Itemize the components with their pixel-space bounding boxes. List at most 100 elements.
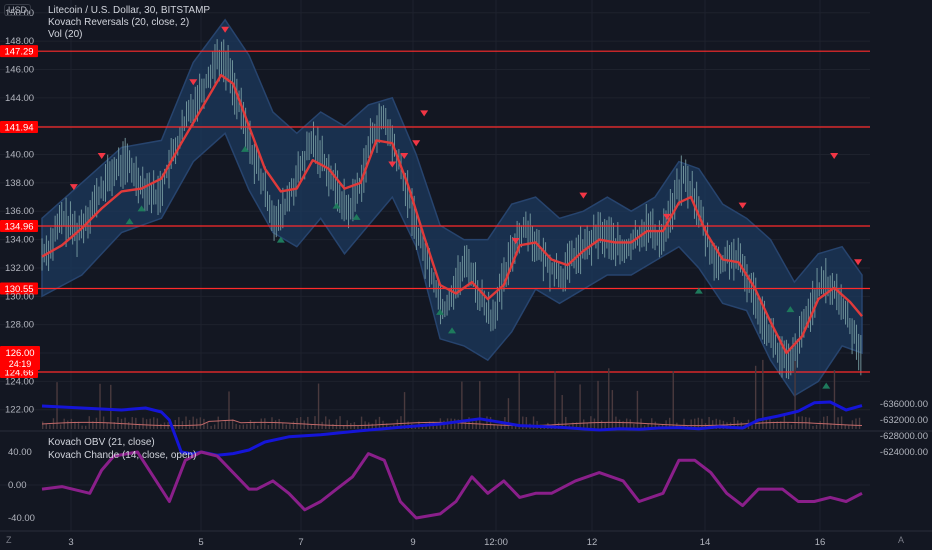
volume-bar [471, 421, 474, 429]
volume-bar [332, 424, 334, 429]
indicator-legend-chande[interactable]: Kovach Chande (14, close, open) [48, 450, 197, 461]
volume-bar [780, 421, 782, 429]
volume-bar [672, 371, 674, 429]
obv-line [41, 400, 863, 457]
indicator-legend-reversals[interactable]: Kovach Reversals (20, close, 2) [48, 17, 190, 28]
volume-bar [522, 416, 524, 429]
y-tick-label: 122.00 [5, 405, 34, 416]
reversal-up-marker [125, 218, 134, 225]
lower-y-tick-label: 40.00 [8, 447, 32, 458]
volume-bar [59, 424, 62, 429]
volume-bar [719, 419, 721, 429]
volume-bar [67, 420, 69, 429]
volume-bar [246, 424, 248, 429]
lower-right-tick-label: -636000.00 [880, 399, 928, 410]
volume-bar [729, 422, 732, 429]
volume-bar [156, 418, 159, 429]
volume-bar [396, 419, 399, 429]
volume-bar [299, 417, 302, 429]
volume-bar [762, 359, 764, 429]
volume-bar [138, 423, 141, 429]
volume-bar [378, 416, 381, 429]
level-tag-label: 124.66 [4, 368, 33, 379]
volume-bar [500, 424, 502, 429]
volume-bar [597, 380, 599, 429]
indicator-legend-volume[interactable]: Vol (20) [48, 29, 83, 40]
volume-bar [264, 418, 266, 429]
volume-bar [253, 421, 255, 429]
volume-bar [711, 420, 714, 429]
horizontal-levels: 147.29 141.94 134.96 130.55 124.66 126.0024:1… [0, 45, 870, 379]
level-tag [0, 282, 38, 295]
volume-bar [256, 425, 259, 429]
volume-bar [307, 416, 309, 429]
level-tag-label: 134.96 [4, 221, 33, 232]
volume-bar [335, 419, 338, 429]
volume-bar [830, 423, 832, 429]
volume-bar [837, 417, 839, 429]
volume-bar [149, 418, 151, 429]
reversal-down-marker [388, 161, 397, 168]
volume-bar [640, 418, 642, 429]
volume-bar [242, 424, 245, 429]
volume-bar [403, 392, 406, 429]
timezone-button[interactable]: Z [6, 535, 12, 545]
volume-bar [135, 417, 137, 429]
y-tick-label: 146.00 [5, 64, 34, 75]
reversal-up-marker [352, 213, 361, 220]
lower-y-tick-label: -40.00 [8, 513, 35, 524]
volume-bar [701, 418, 703, 429]
volume-bar [812, 425, 814, 429]
x-tick-label: 14 [700, 537, 711, 548]
volume-bar [715, 418, 717, 429]
reversal-up-marker [694, 287, 703, 294]
volume-bar [145, 419, 148, 429]
volume-bar [618, 419, 621, 429]
x-tick-label: 7 [298, 537, 303, 548]
volume-bar [106, 422, 108, 429]
currency-label[interactable]: USD [4, 4, 32, 16]
volume-bar [608, 368, 610, 429]
volume-bar [342, 425, 345, 429]
volume-bar [823, 416, 825, 429]
volume-bar [282, 422, 284, 429]
volume-bar [274, 420, 277, 429]
reversal-down-marker [69, 184, 78, 191]
volume-bar [192, 416, 194, 429]
reversal-up-marker [137, 205, 146, 212]
volume-bar [239, 424, 241, 429]
volume-bar [49, 424, 51, 429]
volume-bar [303, 420, 305, 429]
volume-bar [42, 421, 44, 429]
volume-bar [740, 422, 743, 429]
moving-average [41, 73, 863, 355]
y-tick-label: 144.00 [5, 93, 34, 104]
volume-bar [625, 418, 628, 429]
reversal-up-marker [241, 145, 250, 152]
volume-bar [70, 418, 73, 429]
reversal-down-marker [97, 152, 106, 159]
volume-bar [464, 421, 467, 429]
volume-bar [518, 373, 520, 429]
auto-scale-button[interactable]: A [898, 535, 905, 545]
volume-bar [604, 422, 606, 429]
volume-bar [346, 420, 348, 429]
volume-bar [486, 416, 488, 429]
volume-bar [690, 419, 692, 429]
volume-bar [643, 425, 646, 429]
volume-bar [231, 419, 234, 429]
volume-bar [815, 424, 818, 429]
volume-bar [375, 419, 377, 429]
volume-bar [647, 423, 649, 429]
volume-bar [858, 417, 861, 429]
volume-bar [328, 419, 331, 429]
volume-bar [317, 383, 320, 429]
volume-bar [511, 424, 513, 429]
volume-bar [532, 416, 535, 429]
volume-bar [593, 418, 596, 429]
indicator-legend-obv[interactable]: Kovach OBV (21, close) [48, 437, 155, 448]
volume-bar [833, 370, 836, 429]
volume-bar [206, 423, 209, 429]
chande-line [41, 450, 863, 520]
